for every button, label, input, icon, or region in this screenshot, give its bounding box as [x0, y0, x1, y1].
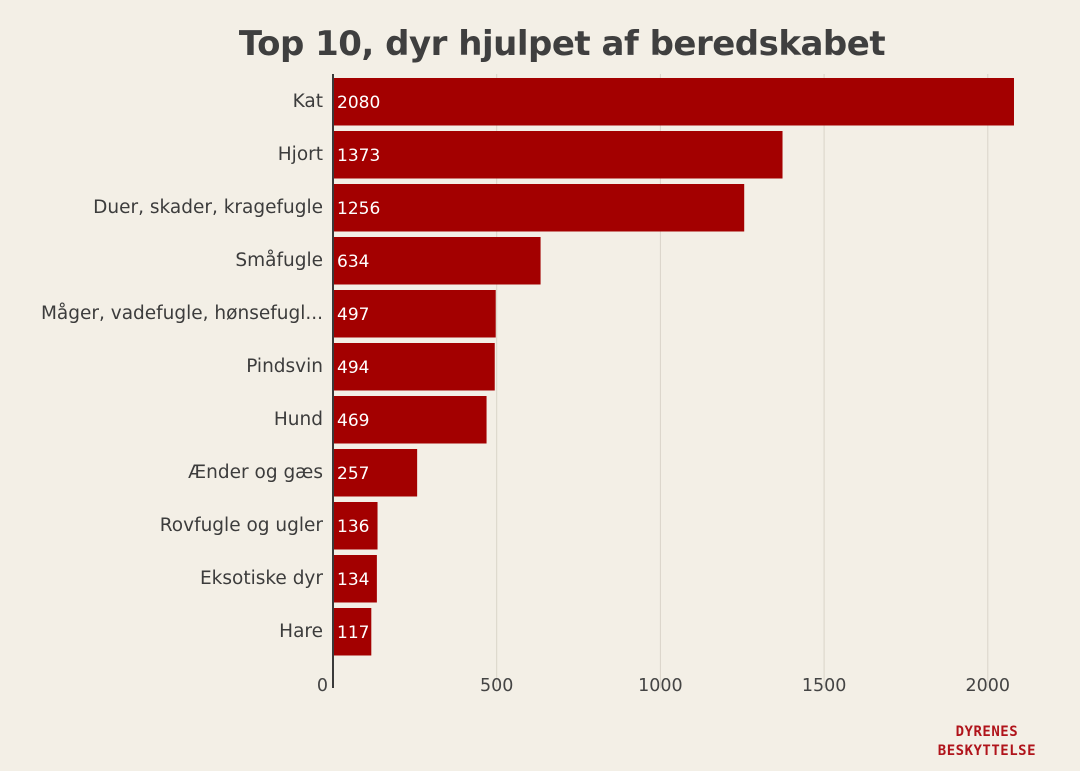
bar [333, 184, 745, 232]
bar-value-label: 117 [337, 623, 369, 643]
bars-layer [333, 78, 1014, 656]
bar [333, 608, 372, 656]
labels-layer: Kat 2080 Hjort 1373 Duer, skader, kragefugle… [41, 91, 380, 643]
bar-value-label: 494 [337, 358, 369, 378]
bar-value-label: 634 [337, 252, 369, 272]
bar-value-label: 469 [337, 411, 369, 431]
category-label: Eksotiske dyr [200, 568, 323, 589]
category-label: Hjort [278, 144, 323, 165]
x-tick-label: 2000 [966, 676, 1011, 696]
bar [333, 78, 1014, 126]
category-label: Ænder og gæs [188, 462, 323, 483]
category-label: Hare [279, 621, 323, 642]
bar [333, 449, 418, 497]
bar-value-label: 136 [337, 517, 369, 537]
category-label: Måger, vadefugle, hønsefugl... [41, 303, 323, 324]
bar-value-label: 2080 [337, 93, 380, 113]
bar [333, 131, 783, 179]
brand-logo-line1: DYRENES [955, 724, 1019, 740]
bar [333, 396, 487, 444]
bar-value-label: 1373 [337, 146, 380, 166]
x-tick-label: 1000 [638, 676, 683, 696]
bar [333, 555, 377, 603]
x-tick-label: 1500 [802, 676, 847, 696]
x-axis-ticks: 0 500 1000 1500 2000 [317, 676, 1010, 696]
category-label: Duer, skader, kragefugle [93, 197, 323, 218]
bar [333, 502, 378, 550]
category-label: Småfugle [235, 250, 323, 271]
bar [333, 237, 541, 285]
category-label: Rovfugle og ugler [160, 515, 324, 536]
x-tick-label: 500 [480, 676, 513, 696]
chart-title: Top 10, dyr hjulpet af beredskabet [238, 24, 886, 64]
bar-value-label: 497 [337, 305, 369, 325]
bar [333, 343, 495, 391]
bar [333, 290, 496, 338]
bar-value-label: 1256 [337, 199, 380, 219]
category-label: Pindsvin [246, 356, 323, 377]
bar-value-label: 257 [337, 464, 369, 484]
brand-logo-line2: BESKYTTELSE [937, 743, 1036, 759]
x-tick-label: 0 [317, 676, 328, 696]
brand-logo: DYRENES BESKYTTELSE [938, 723, 1036, 761]
bar-value-label: 134 [337, 570, 369, 590]
category-label: Hund [274, 409, 323, 430]
category-label: Kat [293, 91, 323, 112]
